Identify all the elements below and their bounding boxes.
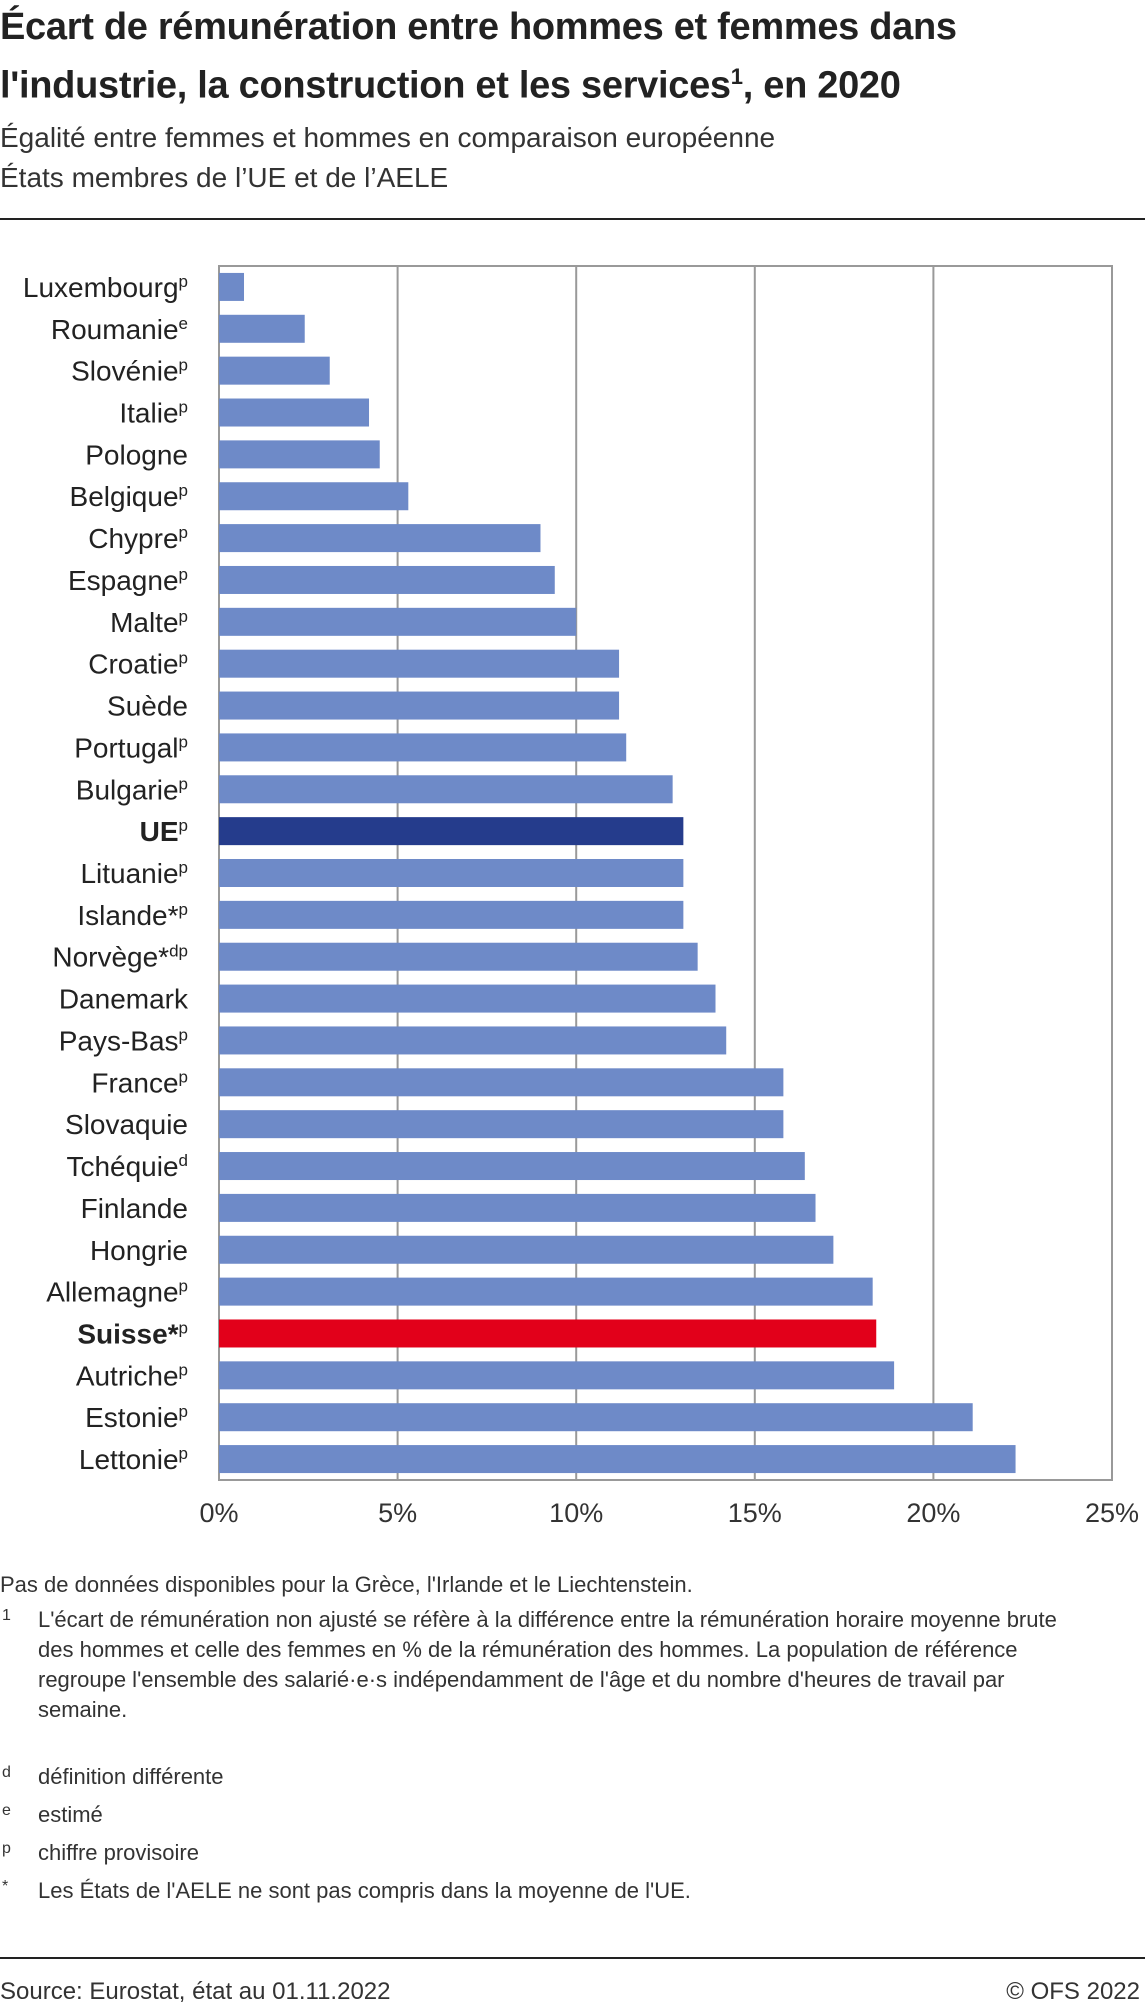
bar [219, 1068, 784, 1097]
category-label: Suède [107, 691, 188, 722]
footnote-mark: * [2, 1878, 9, 1895]
bar [219, 314, 305, 343]
bar [219, 565, 555, 594]
footnote-text: chiffre provisoire [38, 1840, 199, 1865]
category-label: Allemagnep [46, 1277, 188, 1308]
top-divider [0, 218, 1145, 220]
category-label: Finlande [81, 1193, 188, 1224]
bar [219, 524, 541, 553]
subtitle-2: États membres de l’UE et de l’AELE [0, 162, 449, 193]
category-label: Francep [91, 1067, 188, 1098]
bar [219, 440, 380, 469]
category-label: UEp [140, 816, 188, 847]
x-tick-label: 0% [199, 1498, 238, 1528]
bar [219, 817, 684, 846]
copyright-text: © OFS 2022 [1006, 1978, 1140, 2005]
footnote-item: d définition différente [0, 1762, 1090, 1792]
bar [219, 1026, 727, 1055]
category-label: Suisse*p [77, 1318, 188, 1349]
bar [219, 1110, 784, 1139]
bottom-divider [0, 1957, 1145, 1959]
category-label: Lettoniep [79, 1444, 188, 1475]
footnote-note: Pas de données disponibles pour la Grèce… [0, 1572, 693, 1597]
footnote-text: estimé [38, 1802, 103, 1827]
title-end: , en 2020 [742, 64, 901, 107]
bar [219, 398, 370, 427]
bar [219, 1361, 895, 1390]
category-label: Belgiquep [70, 481, 188, 512]
footnote-text: Les États de l'AELE ne sont pas compris … [38, 1878, 691, 1903]
subtitle-1: Égalité entre femmes et hommes en compar… [0, 122, 776, 153]
footnote-mark: d [2, 1764, 11, 1781]
bar-chart: 0% 5% 10% 15% 20% 25% Luxembourgp Roumaniee Slov… [23, 265, 1139, 1528]
x-tick-label: 10% [549, 1498, 603, 1528]
bar [219, 356, 330, 385]
category-label: Autrichep [76, 1360, 188, 1391]
bar [219, 984, 716, 1013]
bar [219, 649, 620, 678]
category-label: Danemark [59, 984, 189, 1015]
category-label: Estoniep [85, 1402, 188, 1433]
bar [219, 691, 620, 720]
category-label: Luxembourgp [23, 272, 188, 303]
category-label: Lituaniep [80, 858, 188, 889]
footnote-item: e estimé [0, 1800, 1090, 1830]
bar [219, 775, 673, 804]
category-label: Norvège*dp [52, 942, 188, 973]
category-label: Croatiep [88, 649, 188, 680]
bar [219, 1193, 816, 1222]
category-label: Espagnep [68, 565, 188, 596]
bar [219, 1403, 973, 1432]
x-tick-label: 15% [728, 1498, 782, 1528]
bar [219, 1277, 873, 1306]
title-footnote-mark: 1 [730, 64, 743, 89]
footnote-text: définition différente [38, 1764, 224, 1789]
footnote-mark: 1 [2, 1607, 11, 1624]
footnote-item: p chiffre provisoire [0, 1838, 1090, 1868]
category-label: Chyprep [88, 523, 188, 554]
bar [219, 859, 684, 887]
bar [219, 1445, 1016, 1474]
footnote-text: L'écart de rémunération non ajusté se ré… [38, 1607, 1057, 1722]
bar [219, 272, 245, 301]
category-label: Tchéquied [66, 1151, 188, 1182]
category-label: Slovéniep [71, 356, 188, 387]
bar [219, 1152, 805, 1181]
category-label: Bulgariep [76, 774, 188, 805]
source-text: Source: Eurostat, état au 01.11.2022 [0, 1978, 391, 2005]
bar [219, 942, 698, 971]
x-tick-label: 25% [1085, 1498, 1139, 1528]
category-label: Italiep [119, 398, 188, 429]
category-label: Pologne [85, 439, 188, 470]
category-label: Pays-Basp [59, 1025, 188, 1056]
category-label: Islande*p [77, 900, 188, 931]
footnote-mark: e [2, 1802, 11, 1819]
x-tick-label: 5% [378, 1498, 417, 1528]
category-label: Slovaquie [65, 1109, 188, 1140]
bar [219, 1235, 834, 1264]
category-label: Maltep [110, 607, 188, 638]
bar [219, 482, 409, 511]
category-label: Roumaniee [51, 314, 188, 345]
footnote-item: 1 L'écart de rémunération non ajusté se r… [0, 1605, 1090, 1725]
bar [219, 607, 577, 636]
bar [219, 900, 684, 929]
bar [219, 1319, 877, 1348]
title-text: Écart de rémunération entre hommes et fe… [0, 6, 957, 107]
footnote-mark: p [2, 1840, 11, 1857]
bar [219, 733, 627, 762]
footnote-item: * Les États de l'AELE ne sont pas compris… [0, 1876, 1090, 1906]
category-label: Portugalp [74, 732, 188, 763]
chart-title: Écart de rémunération entre hommes et fe… [0, 2, 1140, 111]
x-tick-label: 20% [906, 1498, 960, 1528]
category-label: Hongrie [90, 1235, 188, 1266]
